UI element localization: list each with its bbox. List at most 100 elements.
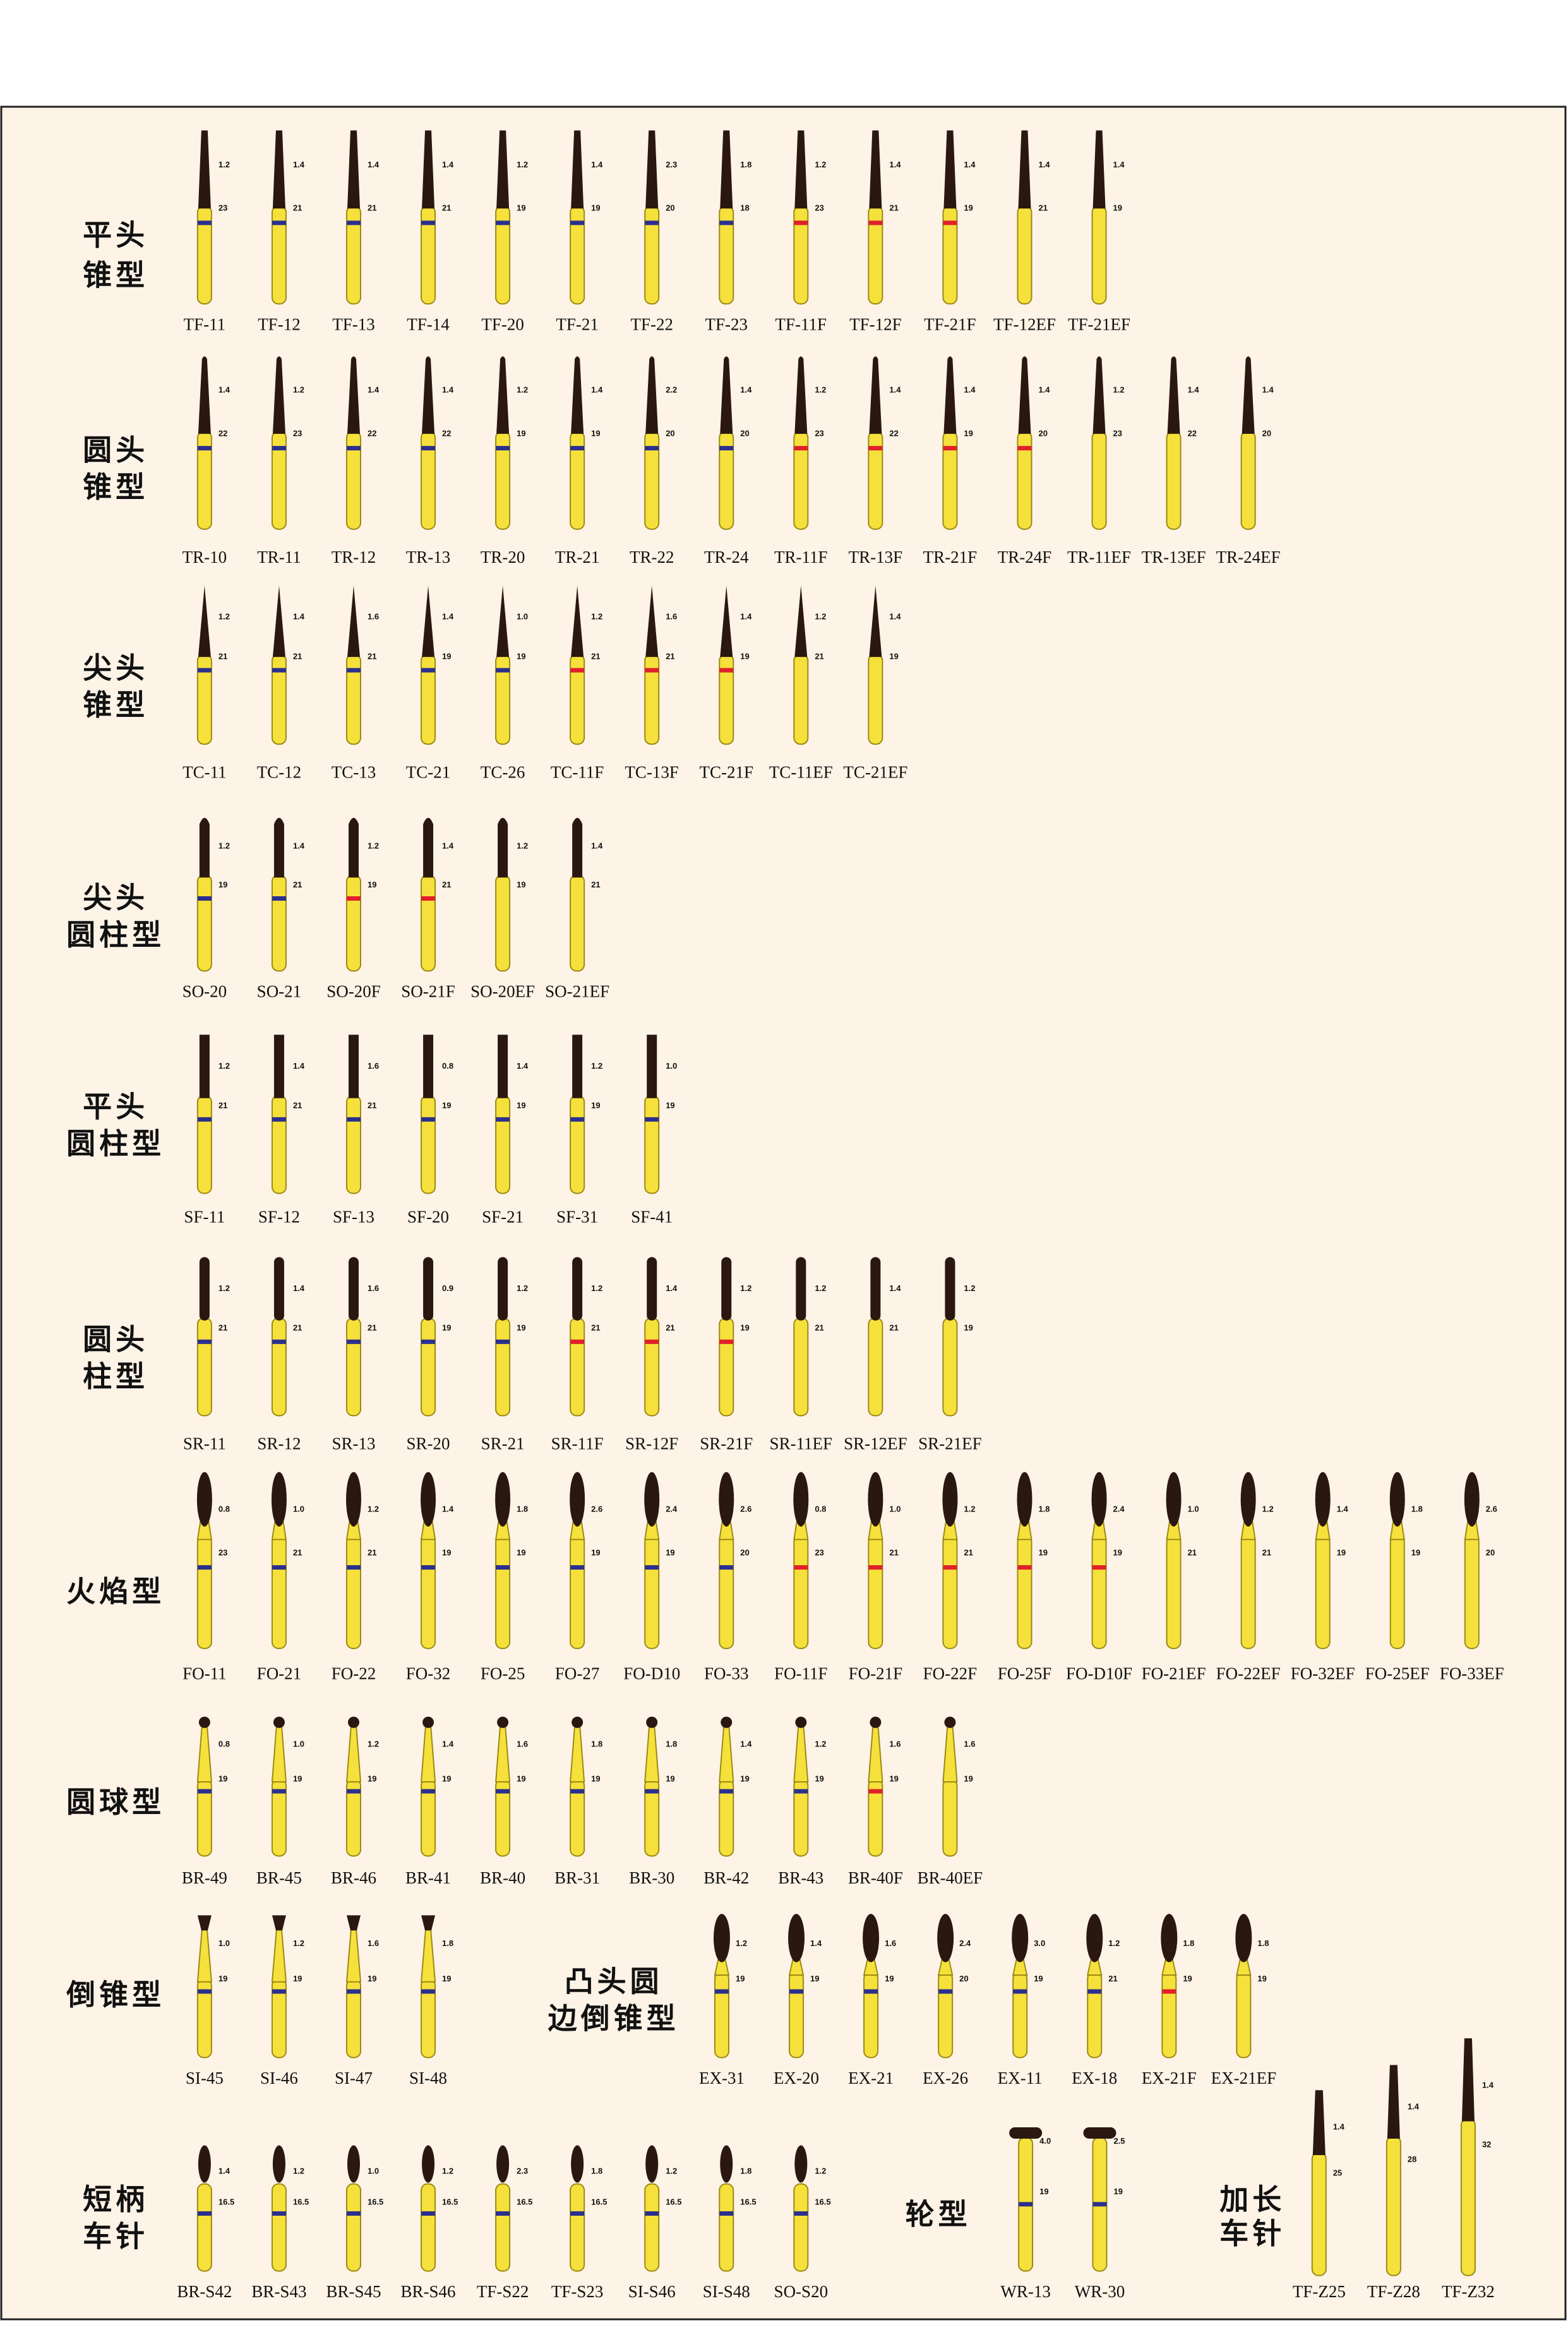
diameter: 1.8 [1183, 1938, 1194, 1948]
color-band [719, 668, 734, 673]
diameter: 1.4 [1038, 385, 1050, 395]
item-code: TC-11EF [769, 762, 833, 781]
color-band [346, 1565, 361, 1570]
head [1167, 356, 1180, 434]
item-code: BR-46 [331, 1868, 376, 1887]
shank [719, 2183, 734, 2272]
head [943, 356, 957, 434]
item-code: FO-25EF [1365, 1664, 1430, 1683]
item-code: SR-21F [700, 1434, 753, 1453]
shank [1166, 430, 1182, 530]
head [1242, 356, 1255, 434]
length: 20 [666, 428, 674, 438]
color-band [1017, 1565, 1032, 1570]
diameter: 2.4 [959, 1938, 971, 1948]
color-band [1017, 446, 1032, 451]
length: 19 [1039, 2187, 1048, 2196]
diameter: 1.0 [293, 1505, 304, 1514]
head [198, 130, 211, 209]
shank [938, 1971, 954, 2058]
head [720, 2145, 733, 2183]
color-band [496, 1117, 510, 1122]
item-code: FO-21 [257, 1664, 302, 1683]
shank [345, 654, 361, 745]
length: 19 [1113, 2187, 1122, 2196]
head [423, 817, 434, 878]
diameter: 1.4 [591, 160, 603, 169]
head [572, 1035, 583, 1098]
head [1389, 1472, 1405, 1527]
head [1461, 2038, 1475, 2122]
head [272, 1915, 286, 1931]
color-band [421, 220, 436, 225]
diameter: 2.5 [1113, 2136, 1125, 2146]
head [1009, 2127, 1043, 2139]
item-code: TC-12 [257, 762, 302, 781]
head [793, 1472, 809, 1527]
item-code: TF-11 [184, 315, 226, 334]
item-code: SR-20 [407, 1434, 450, 1453]
shank [1240, 430, 1256, 530]
length: 21 [368, 1547, 376, 1557]
shank [942, 1779, 958, 1857]
length: 19 [889, 652, 898, 661]
shank [345, 1535, 361, 1649]
head [348, 1257, 359, 1321]
item-code: SO-21 [257, 982, 302, 1001]
shank [1166, 1535, 1182, 1649]
color-band [421, 1989, 436, 1994]
color-band [1092, 2202, 1107, 2207]
color-band [346, 896, 361, 901]
length: 20 [1486, 1547, 1495, 1557]
length: 21 [591, 1323, 600, 1333]
diameter: 1.2 [218, 160, 230, 169]
shank [421, 2183, 436, 2272]
head [570, 1472, 585, 1527]
diameter: 1.0 [293, 1739, 304, 1748]
length: 21 [1262, 1547, 1271, 1557]
length: 16.5 [442, 2197, 458, 2207]
diameter: 2.6 [591, 1505, 602, 1514]
diameter: 1.8 [740, 160, 751, 169]
item-code: SR-11EF [770, 1434, 833, 1453]
item-code: BR-30 [629, 1868, 674, 1887]
item-code: TC-21 [406, 762, 451, 781]
item-code: TR-11F [774, 548, 828, 567]
length: 19 [740, 1774, 749, 1784]
shank [196, 874, 212, 972]
length: 23 [1113, 428, 1122, 438]
head [647, 1035, 657, 1098]
shank [1017, 1535, 1032, 1649]
color-band [496, 1565, 510, 1570]
diameter: 1.8 [1257, 1938, 1269, 1948]
shank [942, 1317, 958, 1417]
item-code: WR-13 [1000, 2282, 1050, 2301]
shank [345, 1317, 361, 1417]
shank [793, 1317, 809, 1417]
length: 21 [293, 1101, 302, 1110]
color-band [645, 1117, 659, 1122]
length: 19 [218, 880, 227, 889]
shank [196, 654, 212, 745]
head [937, 1914, 954, 1962]
diameter: 1.0 [889, 1505, 901, 1514]
item-code: FO-D10F [1066, 1664, 1132, 1683]
diameter: 1.2 [964, 1505, 975, 1514]
section-title: 圆头 [83, 433, 148, 467]
head [1312, 2090, 1326, 2155]
color-band [645, 446, 659, 451]
length: 19 [666, 1101, 674, 1110]
length: 19 [442, 1323, 451, 1333]
shank [1091, 1535, 1107, 1649]
item-code: SR-11F [551, 1434, 604, 1453]
length: 21 [442, 203, 451, 213]
item-code: FO-22F [923, 1664, 978, 1683]
item-code: FO-22 [332, 1664, 376, 1683]
shank [495, 654, 511, 745]
color-band [570, 446, 585, 451]
color-band [570, 1565, 585, 1570]
head [1161, 1914, 1178, 1962]
diameter: 1.8 [591, 1739, 602, 1748]
length: 19 [442, 1547, 451, 1557]
